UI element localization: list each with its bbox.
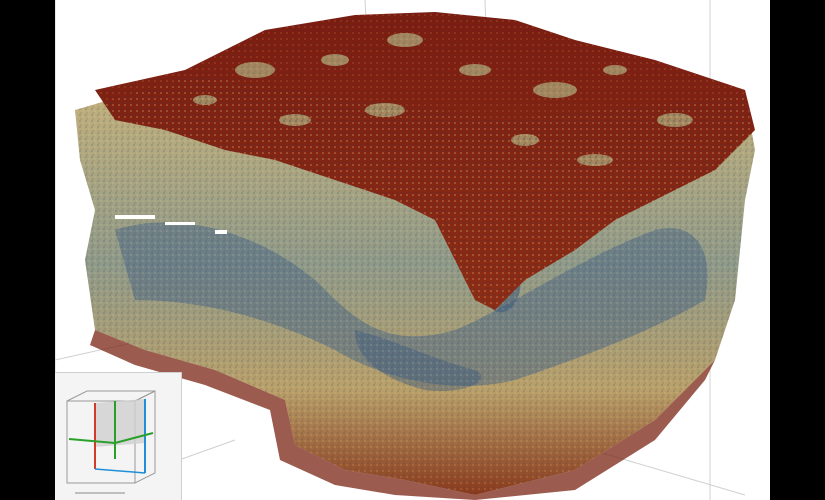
orientation-cube	[66, 390, 156, 494]
right-letterbox	[770, 0, 825, 500]
gaps	[115, 215, 227, 234]
slice-plane	[95, 399, 145, 447]
left-letterbox	[0, 0, 55, 500]
3d-viewport[interactable]	[55, 0, 770, 500]
orientation-widget[interactable]	[55, 372, 182, 500]
volume-render[interactable]	[55, 0, 770, 500]
